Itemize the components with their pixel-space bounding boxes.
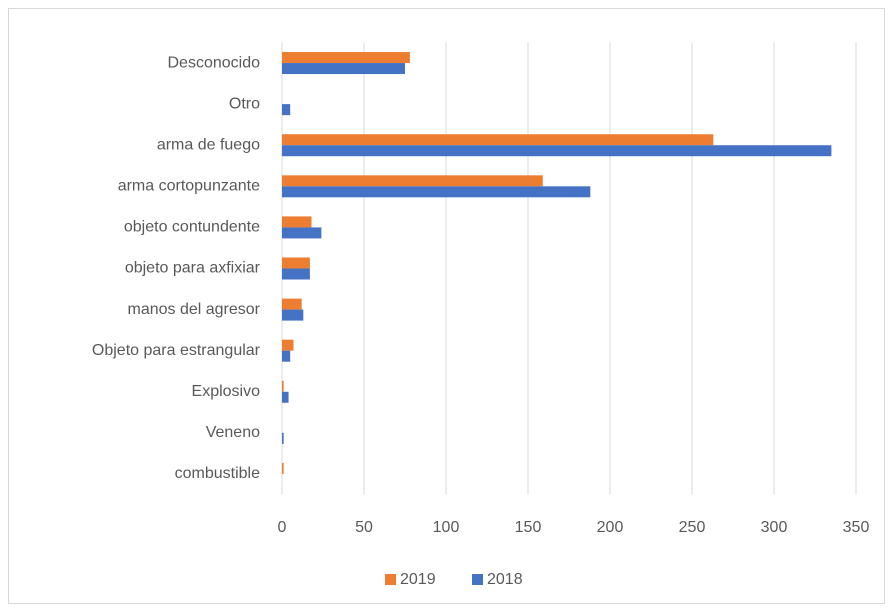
x-tick-label: 100 — [433, 519, 460, 536]
x-tick-label: 250 — [679, 519, 706, 536]
y-tick-label: arma de fuego — [157, 136, 260, 153]
x-tick-label: 0 — [278, 519, 287, 536]
y-tick-label: objeto contundente — [124, 219, 260, 236]
y-tick-label: objeto para axfixiar — [125, 260, 261, 277]
bar — [282, 134, 714, 146]
bar — [282, 268, 310, 280]
legend-swatch — [385, 574, 396, 585]
bar — [282, 63, 405, 75]
x-tick-label: 150 — [515, 519, 542, 536]
y-tick-label: Otro — [229, 95, 260, 112]
bar — [282, 339, 294, 351]
x-tick-label: 200 — [597, 519, 624, 536]
bar — [282, 186, 591, 198]
x-tick-label: 50 — [355, 519, 373, 536]
bar — [282, 309, 304, 321]
y-tick-label: combustible — [175, 465, 260, 482]
bar — [282, 380, 284, 392]
y-tick-label: Explosivo — [192, 383, 261, 400]
bar — [282, 175, 543, 187]
bar — [282, 391, 289, 403]
legend-swatch — [472, 574, 483, 585]
bar — [282, 462, 284, 474]
bar — [282, 350, 291, 362]
y-tick-label: arma cortopunzante — [118, 178, 260, 195]
bar — [282, 227, 322, 239]
x-tick-label: 350 — [843, 519, 870, 536]
legend-label: 2019 — [400, 571, 436, 588]
bar — [282, 432, 284, 444]
bar — [282, 145, 832, 157]
x-tick-label: 300 — [761, 519, 788, 536]
bar — [282, 104, 291, 116]
bar — [282, 216, 312, 228]
y-tick-label: manos del agresor — [127, 301, 260, 318]
y-tick-label: Veneno — [206, 424, 260, 441]
bar — [282, 257, 310, 269]
bar — [282, 298, 302, 310]
y-tick-label: Objeto para estrangular — [92, 342, 261, 359]
y-tick-label: Desconocido — [168, 54, 261, 71]
bar — [282, 52, 410, 64]
legend-label: 2018 — [487, 571, 523, 588]
